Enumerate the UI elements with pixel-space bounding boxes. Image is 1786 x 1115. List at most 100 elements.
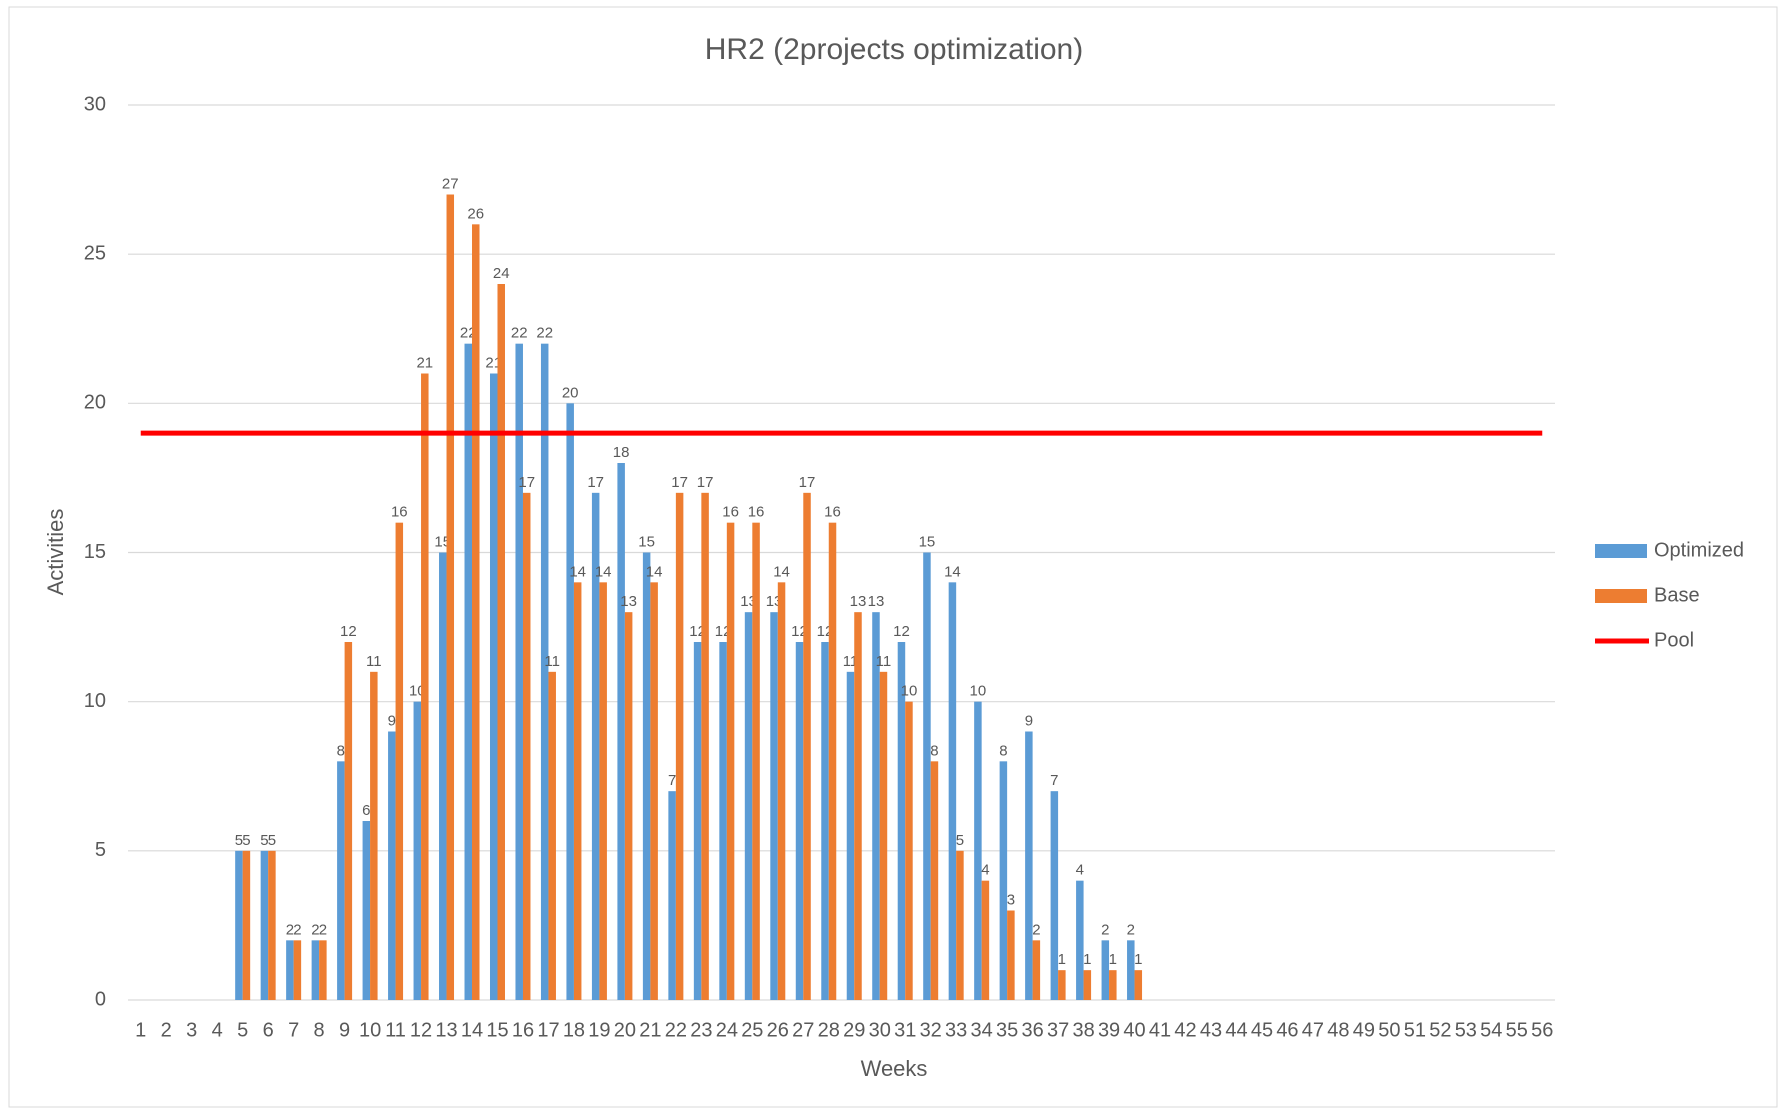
- x-tick-label: 22: [665, 1019, 687, 1041]
- data-label: 1: [1058, 951, 1066, 968]
- x-tick-label: 36: [1021, 1019, 1043, 1041]
- data-label: 24: [493, 265, 510, 282]
- x-tick-label: 29: [843, 1019, 865, 1041]
- bar: [999, 761, 1008, 1000]
- data-label: 4: [981, 862, 989, 879]
- bar: [515, 343, 523, 1001]
- x-tick-label: 11: [385, 1019, 406, 1041]
- x-tick-label: 31: [894, 1019, 916, 1041]
- data-label: 10: [901, 683, 918, 700]
- bar: [923, 552, 931, 1000]
- x-tick-label: 52: [1429, 1019, 1451, 1041]
- x-tick-label: 25: [741, 1019, 763, 1041]
- bar: [1058, 970, 1066, 1000]
- bar: [522, 492, 531, 1000]
- x-tick-label: 20: [614, 1019, 636, 1041]
- x-tick-label: 28: [818, 1019, 840, 1041]
- bar: [497, 284, 505, 1000]
- bar: [854, 612, 862, 1000]
- bar: [421, 373, 429, 1000]
- data-label: 14: [595, 563, 612, 580]
- data-label: 15: [638, 533, 655, 550]
- bar: [905, 701, 913, 1000]
- data-label: 11: [544, 653, 560, 670]
- bar: [795, 642, 804, 1000]
- data-label: 17: [697, 474, 714, 491]
- bar: [642, 552, 651, 1000]
- legend-label: Optimized: [1654, 539, 1744, 561]
- bar: [573, 582, 582, 1000]
- bar: [897, 642, 906, 1000]
- bar: [956, 850, 964, 1000]
- y-tick-label: 15: [84, 541, 106, 563]
- legend-swatch: [1595, 589, 1647, 603]
- bar: [446, 194, 455, 1000]
- bar: [260, 850, 269, 1000]
- x-tick-label: 56: [1531, 1019, 1553, 1041]
- y-tick-label: 0: [95, 988, 106, 1010]
- bar: [846, 671, 855, 1000]
- data-label: 15: [919, 533, 936, 550]
- x-tick-label: 40: [1123, 1019, 1145, 1041]
- x-tick-label: 14: [461, 1019, 483, 1041]
- bar: [770, 612, 778, 1000]
- bar: [1050, 791, 1059, 1000]
- x-tick-label: 19: [588, 1019, 610, 1041]
- bar: [872, 612, 880, 1000]
- y-tick-label: 20: [84, 392, 106, 414]
- x-tick-label: 49: [1353, 1019, 1375, 1041]
- bar: [1134, 970, 1143, 1000]
- bar: [566, 403, 574, 1000]
- bar: [821, 642, 829, 1000]
- data-label: 1: [1109, 951, 1117, 968]
- bar: [548, 671, 556, 1000]
- data-label: 13: [620, 593, 637, 610]
- data-label: 14: [773, 563, 790, 580]
- bar: [752, 522, 760, 1000]
- data-label: 12: [893, 623, 910, 640]
- x-tick-label: 38: [1072, 1019, 1094, 1041]
- bar: [268, 850, 276, 1000]
- bar: [930, 761, 939, 1000]
- bar: [650, 582, 658, 1000]
- data-label: 5: [268, 832, 276, 849]
- data-label: 7: [668, 772, 676, 789]
- x-tick-label: 7: [288, 1019, 299, 1041]
- bar: [1076, 880, 1084, 1000]
- legend-swatch: [1595, 544, 1647, 558]
- bar: [540, 343, 549, 1001]
- x-tick-label: 2: [161, 1019, 172, 1041]
- x-tick-label: 4: [212, 1019, 223, 1041]
- bar: [235, 850, 243, 1000]
- bar: [464, 343, 473, 1001]
- data-label: 2: [1032, 921, 1040, 938]
- x-tick-label: 21: [639, 1019, 661, 1041]
- data-label: 9: [388, 712, 396, 729]
- bar: [693, 642, 702, 1000]
- x-tick-label: 42: [1174, 1019, 1196, 1041]
- x-tick-label: 41: [1149, 1019, 1171, 1041]
- data-label: 14: [569, 563, 586, 580]
- x-tick-label: 17: [537, 1019, 559, 1041]
- bar: [828, 522, 837, 1000]
- bar: [489, 373, 498, 1000]
- bar: [1083, 970, 1092, 1000]
- bar: [286, 940, 294, 1000]
- data-label: 21: [416, 354, 433, 371]
- x-tick-label: 33: [945, 1019, 967, 1041]
- x-axis-label: Weeks: [861, 1056, 928, 1081]
- x-tick-label: 55: [1506, 1019, 1528, 1041]
- data-label: 22: [536, 325, 553, 342]
- data-label: 13: [868, 593, 885, 610]
- data-label: 12: [340, 623, 357, 640]
- data-label: 10: [970, 683, 987, 700]
- data-label: 17: [799, 474, 816, 491]
- data-label: 17: [518, 474, 535, 491]
- data-label: 16: [391, 504, 408, 521]
- x-tick-label: 43: [1200, 1019, 1222, 1041]
- data-label: 22: [511, 325, 528, 342]
- x-tick-label: 50: [1378, 1019, 1400, 1041]
- y-axis-label: Activities: [43, 509, 68, 596]
- chart-border: [8, 6, 1778, 1108]
